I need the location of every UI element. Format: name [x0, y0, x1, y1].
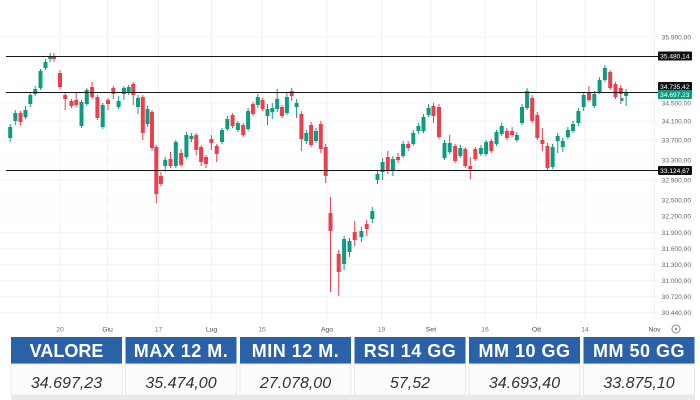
svg-text:RSI 14 GG: RSI 14 GG: [364, 341, 457, 361]
svg-text:Ott: Ott: [532, 327, 541, 334]
svg-text:35.474,00: 35.474,00: [145, 375, 216, 392]
svg-text:27.078,00: 27.078,00: [259, 375, 331, 392]
svg-text:32.500,00: 32.500,00: [662, 197, 692, 204]
svg-text:35.900,00: 35.900,00: [662, 34, 692, 41]
svg-text:33.300,00: 33.300,00: [662, 157, 692, 164]
svg-text:32.900,00: 32.900,00: [662, 177, 692, 184]
svg-text:35.480,14: 35.480,14: [660, 53, 690, 60]
svg-text:32.200,00: 32.200,00: [662, 213, 692, 220]
svg-text:MAX 12 M.: MAX 12 M.: [134, 341, 229, 361]
svg-text:33.124,67: 33.124,67: [660, 168, 690, 175]
svg-text:34.100,00: 34.100,00: [662, 118, 692, 125]
svg-text:MM 50 GG: MM 50 GG: [593, 341, 685, 361]
svg-text:MM 10 GG: MM 10 GG: [478, 341, 570, 361]
svg-text:33.875,10: 33.875,10: [603, 375, 674, 392]
svg-text:31.600,00: 31.600,00: [662, 246, 692, 253]
svg-text:31.300,00: 31.300,00: [662, 262, 692, 269]
svg-text:20: 20: [56, 327, 64, 334]
svg-text:15: 15: [258, 327, 266, 334]
svg-text:14: 14: [581, 327, 589, 334]
svg-text:Lug: Lug: [206, 327, 218, 334]
svg-text:VALORE: VALORE: [30, 341, 104, 361]
svg-text:33.700,00: 33.700,00: [662, 137, 692, 144]
svg-text:19: 19: [378, 327, 386, 334]
svg-text:Giu: Giu: [102, 327, 113, 334]
svg-text:MIN 12 M.: MIN 12 M.: [252, 341, 340, 361]
svg-text:Set: Set: [426, 327, 436, 334]
svg-text:Ago: Ago: [321, 327, 333, 334]
svg-text:30.440,00: 30.440,00: [662, 310, 692, 317]
svg-text:31.000,00: 31.000,00: [662, 278, 692, 285]
svg-text:16: 16: [481, 327, 489, 334]
svg-text:34.735,42: 34.735,42: [660, 84, 690, 91]
svg-text:17: 17: [155, 327, 163, 334]
svg-text:34.693,40: 34.693,40: [489, 375, 560, 392]
svg-text:30.720,00: 30.720,00: [662, 294, 692, 301]
svg-text:34.500,00: 34.500,00: [662, 100, 692, 107]
svg-text:34.697,23: 34.697,23: [660, 92, 690, 99]
svg-text:34.697,23: 34.697,23: [31, 375, 102, 392]
svg-text:31.900,00: 31.900,00: [662, 230, 692, 237]
svg-text:Nov: Nov: [648, 327, 661, 334]
svg-text:57,52: 57,52: [390, 375, 430, 392]
